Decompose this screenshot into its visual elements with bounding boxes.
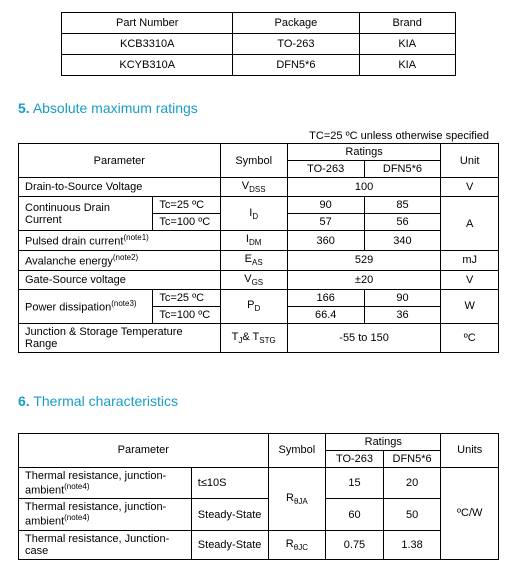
cond-pd-100: Tc=100 ºC	[153, 306, 220, 323]
package-table: Part Number Package Brand KCB3310A TO-26…	[61, 12, 455, 76]
val-eas: 529	[287, 250, 441, 270]
val-vgs: ±20	[287, 270, 441, 289]
val-id-25-a: 90	[287, 197, 364, 214]
param-eas: Avalanche energy(note2)	[19, 250, 221, 270]
unit-eas: mJ	[441, 250, 499, 270]
pkg-cell: KIA	[359, 34, 455, 55]
unit-tj: ºC	[441, 323, 499, 352]
cond-pd-25: Tc=25 ºC	[153, 289, 220, 306]
section5-heading: 5. Absolute maximum ratings	[18, 100, 499, 116]
cond-id-100: Tc=100 ºC	[153, 214, 220, 231]
param-vgs: Gate-Source voltage	[19, 270, 221, 289]
unit-vdss: V	[441, 178, 499, 197]
val-id-100-a: 57	[287, 214, 364, 231]
val-pd-100-b: 36	[364, 306, 441, 323]
hdr-unit: Unit	[441, 144, 499, 178]
t-sym-jc: RθJC	[268, 531, 326, 560]
t-hdr-dfn56: DFN5*6	[383, 450, 441, 467]
sym-idm: IDM	[220, 231, 287, 251]
sym-eas: EAS	[220, 250, 287, 270]
abs-max-ratings-table: Parameter Symbol Ratings Unit TO-263 DFN…	[18, 143, 499, 353]
val-id-25-b: 85	[364, 197, 441, 214]
t-hdr-to263: TO-263	[326, 450, 384, 467]
hdr-dfn56: DFN5*6	[364, 161, 441, 178]
unit-id: A	[441, 197, 499, 251]
t-val-3a: 0.75	[326, 531, 384, 560]
t-val-2b: 50	[383, 499, 441, 531]
param-idm: Pulsed drain current(note1)	[19, 231, 221, 251]
val-pd-25-a: 166	[287, 289, 364, 306]
pkg-cell: TO-263	[233, 34, 360, 55]
val-id-100-b: 56	[364, 214, 441, 231]
section5-caption: TC=25 ºC unless otherwise specified	[18, 130, 499, 142]
t-hdr-ratings: Ratings	[326, 433, 441, 450]
pkg-header-brand: Brand	[359, 13, 455, 34]
val-pd-100-a: 66.4	[287, 306, 364, 323]
t-cond-3: Steady-State	[191, 531, 268, 560]
param-pd: Power dissipation(note3)	[19, 289, 153, 323]
t-param-3: Thermal resistance, Junction-case	[19, 531, 192, 560]
thermal-table: Parameter Symbol Ratings Units TO-263 DF…	[18, 433, 499, 560]
t-unit: ºC/W	[441, 467, 499, 559]
t-hdr-symbol: Symbol	[268, 433, 326, 467]
pkg-cell: KCB3310A	[62, 34, 233, 55]
pkg-cell: KCYB310A	[62, 55, 233, 76]
caption-pre: TC=25	[309, 130, 345, 142]
sym-vgs: VGS	[220, 270, 287, 289]
sym-tj: TJ& TSTG	[220, 323, 287, 352]
hdr-symbol: Symbol	[220, 144, 287, 178]
t-hdr-parameter: Parameter	[19, 433, 269, 467]
sym-pd: PD	[220, 289, 287, 323]
t-val-1b: 20	[383, 467, 441, 499]
t-val-2a: 60	[326, 499, 384, 531]
pkg-header-partnum: Part Number	[62, 13, 233, 34]
caption-post: C unless otherwise specified	[350, 130, 489, 142]
hdr-to263: TO-263	[287, 161, 364, 178]
t-param-1: Thermal resistance, junction-ambient(not…	[19, 467, 192, 499]
section5-title: Absolute maximum ratings	[33, 100, 198, 116]
val-pd-25-b: 90	[364, 289, 441, 306]
param-vdss: Drain-to-Source Voltage	[19, 178, 221, 197]
t-val-3b: 1.38	[383, 531, 441, 560]
pkg-cell: DFN5*6	[233, 55, 360, 76]
sym-vdss: VDSS	[220, 178, 287, 197]
val-vdss: 100	[287, 178, 441, 197]
param-id: Continuous Drain Current	[19, 197, 153, 231]
pkg-header-package: Package	[233, 13, 360, 34]
val-tj: -55 to 150	[287, 323, 441, 352]
sym-id: ID	[220, 197, 287, 231]
section6-heading: 6. Thermal characteristics	[18, 393, 499, 409]
section5-num: 5.	[18, 100, 30, 116]
t-cond-2: Steady-State	[191, 499, 268, 531]
hdr-parameter: Parameter	[19, 144, 221, 178]
hdr-ratings: Ratings	[287, 144, 441, 161]
val-idm-a: 360	[287, 231, 364, 251]
pkg-cell: KIA	[359, 55, 455, 76]
unit-vgs: V	[441, 270, 499, 289]
unit-pd: W	[441, 289, 499, 323]
section6-num: 6.	[18, 393, 30, 409]
section6-title: Thermal characteristics	[33, 393, 178, 409]
t-sym-ja: RθJA	[268, 467, 326, 530]
t-cond-1: t≤10S	[191, 467, 268, 499]
val-idm-b: 340	[364, 231, 441, 251]
t-param-2: Thermal resistance, junction-ambient(not…	[19, 499, 192, 531]
param-tj: Junction & Storage Temperature Range	[19, 323, 221, 352]
t-hdr-units: Units	[441, 433, 499, 467]
cond-id-25: Tc=25 ºC	[153, 197, 220, 214]
t-val-1a: 15	[326, 467, 384, 499]
